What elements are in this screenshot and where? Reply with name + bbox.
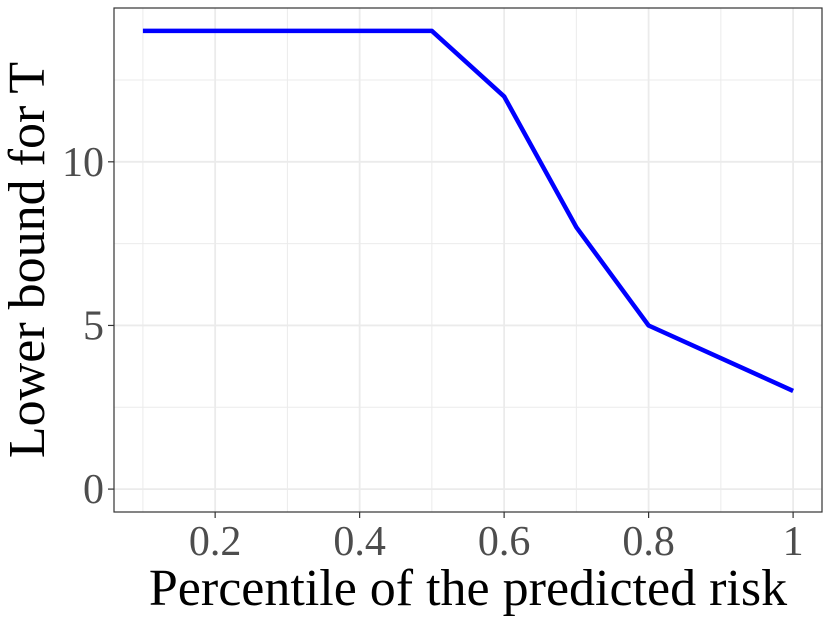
panel-border xyxy=(113,7,823,513)
y-tick-labels: 0 5 10 xyxy=(62,140,104,513)
x-tick-label: 1 xyxy=(783,519,804,565)
x-axis-title: Percentile of the predicted risk xyxy=(149,560,787,617)
y-tick-label: 0 xyxy=(83,467,104,513)
axis-ticks xyxy=(108,161,794,518)
x-tick-labels: 0.2 0.4 0.6 0.8 1 xyxy=(189,519,804,565)
x-tick-label: 0.8 xyxy=(622,519,675,565)
x-tick-label: 0.6 xyxy=(478,519,531,565)
series-line xyxy=(142,28,795,393)
x-tick-label: 0.2 xyxy=(189,519,242,565)
series-layer xyxy=(142,28,795,393)
x-tick-label: 0.4 xyxy=(333,519,386,565)
y-tick-label: 10 xyxy=(62,140,104,186)
grid-lines xyxy=(114,8,822,512)
y-axis-title: Lower bound for T xyxy=(0,62,56,458)
y-tick-label: 5 xyxy=(83,303,104,349)
